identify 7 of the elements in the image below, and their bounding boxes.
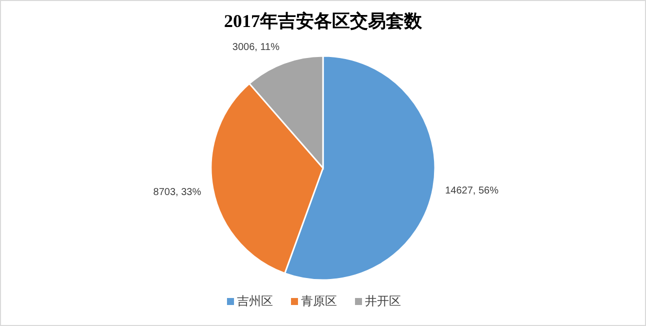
chart-title: 2017年吉安各区交易套数 bbox=[224, 11, 423, 31]
legend-label: 青原区 bbox=[301, 294, 337, 308]
data-label: 14627, 56% bbox=[445, 185, 499, 196]
data-label: 8703, 33% bbox=[153, 186, 202, 198]
data-label: 3006, 11% bbox=[232, 42, 280, 53]
legend-label: 吉州区 bbox=[237, 294, 273, 308]
legend-label: 井开区 bbox=[365, 294, 401, 308]
